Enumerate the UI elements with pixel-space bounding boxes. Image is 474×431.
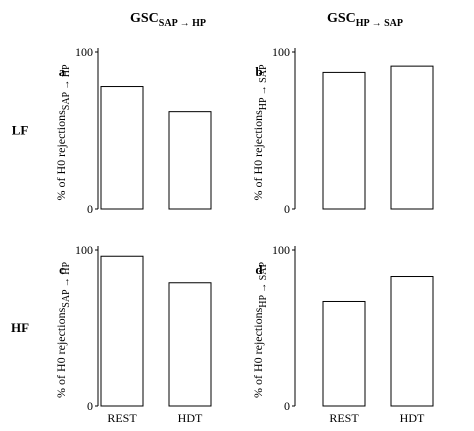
y-tick-label: 0 [87,399,93,413]
y-tick-label: 0 [87,202,93,216]
y-axis-label-sub: SAP → HP [61,262,72,308]
y-axis-label-sub: SAP → HP [61,64,72,110]
bar [100,86,144,210]
x-tick-label: REST [329,411,359,425]
bar [322,71,366,210]
row-label: LF [12,123,29,138]
y-tick-label: 100 [272,243,290,257]
y-tick-label: 0 [284,202,290,216]
column-header: GSCSAP → HP [130,11,206,29]
panel-label: b [255,64,262,79]
column-header-main: GSC [327,11,356,26]
x-tick-label: HDT [178,411,203,425]
y-axis-label: % of H0 rejectionsSAP → HP [54,262,72,399]
bar [390,276,434,407]
column-header-sub: HP → SAP [356,18,403,29]
bar [168,282,212,407]
y-axis-label: % of H0 rejectionsSAP → HP [54,64,72,201]
y-tick-label: 100 [272,45,290,59]
y-tick-label: 0 [284,399,290,413]
y-axis-label: % of H0 rejectionsHP → SAP [251,64,269,201]
x-tick-label: REST [107,411,137,425]
x-tick-label: HDT [400,411,425,425]
bar [322,300,366,407]
y-axis-label: % of H0 rejectionsHP → SAP [251,262,269,399]
bar [168,111,212,210]
panel-label: a [59,64,66,79]
y-axis-label-sub: HP → SAP [258,262,269,308]
y-axis-label-main: % of H0 rejections [54,307,68,398]
y-tick-label: 100 [75,45,93,59]
panel-label: d [255,262,263,277]
y-axis-label-main: % of H0 rejections [251,307,265,398]
y-axis-label-main: % of H0 rejections [251,110,265,201]
column-header-main: GSC [130,11,159,26]
column-header: GSCHP → SAP [327,11,403,29]
row-label: HF [11,320,29,335]
panel-label: c [59,262,65,277]
bar [100,255,144,407]
column-header-sub: SAP → HP [159,18,206,29]
y-axis-label-sub: HP → SAP [258,64,269,110]
y-axis-label-main: % of H0 rejections [54,110,68,201]
y-tick-label: 100 [75,243,93,257]
bar [390,65,434,210]
